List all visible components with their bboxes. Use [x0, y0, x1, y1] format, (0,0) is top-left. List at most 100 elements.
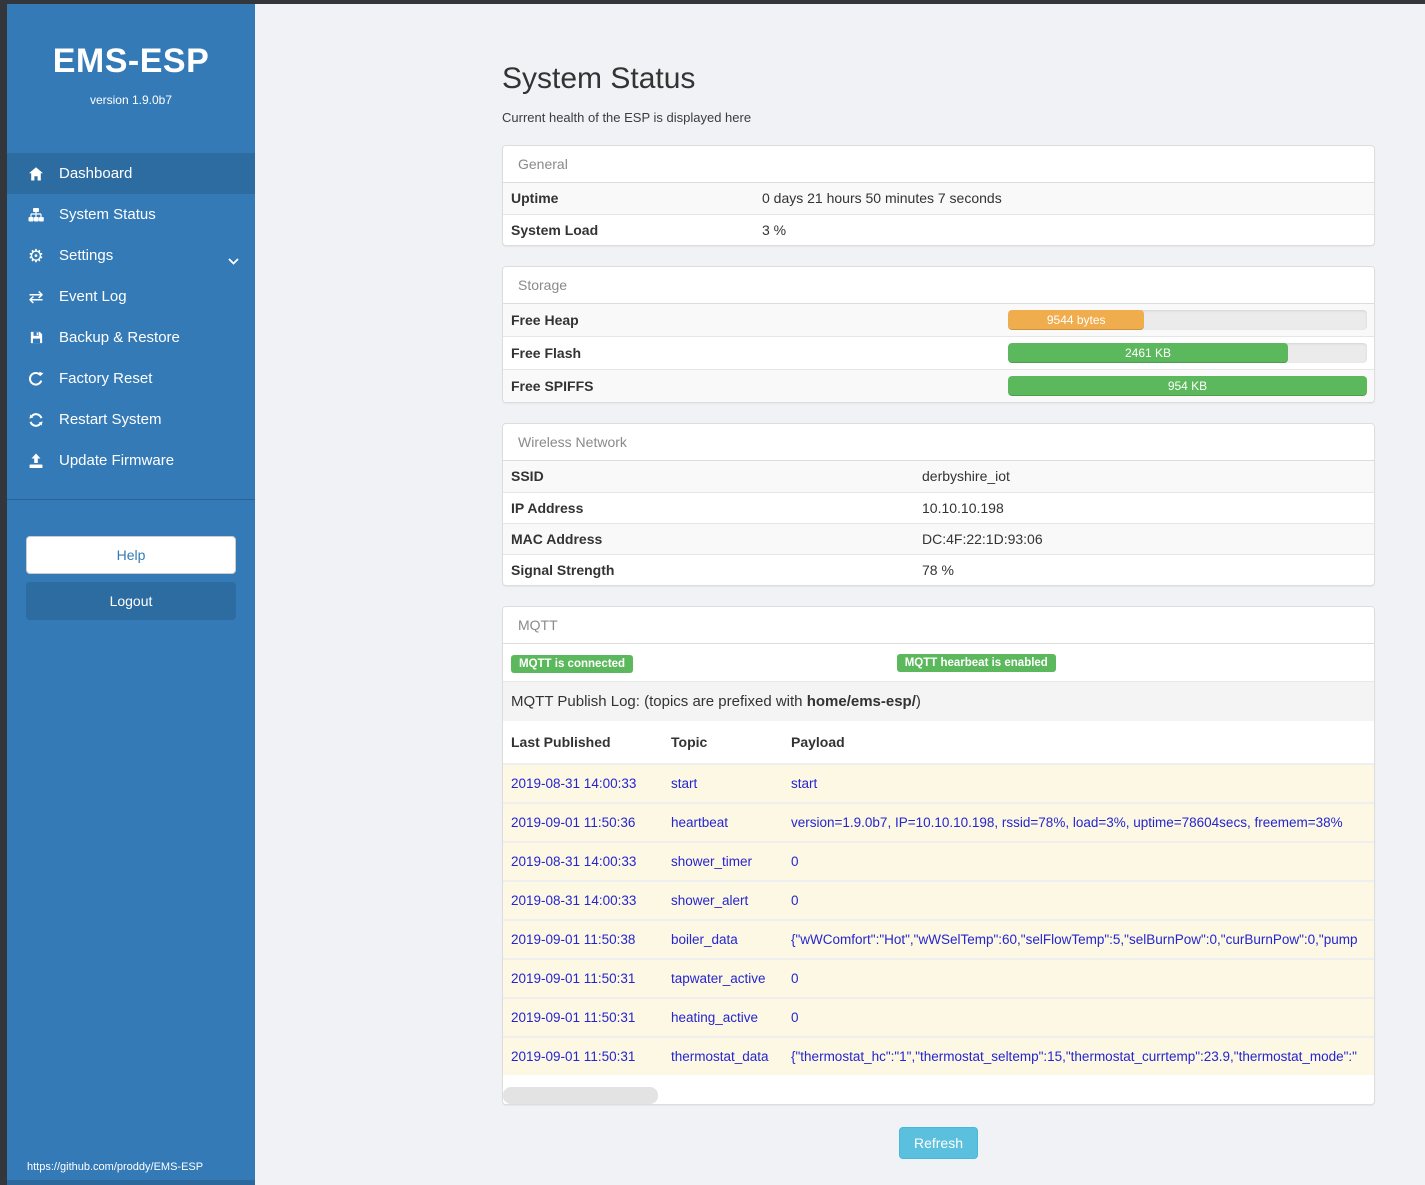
free-spiffs-cell: 954 KB	[1000, 369, 1374, 402]
free-heap-label: Free Heap	[503, 304, 1000, 337]
mqtt-log-table: Last Published Topic Payload 2019-08-31 …	[503, 721, 1374, 1075]
log-time: 2019-09-01 11:50:31	[503, 1036, 663, 1075]
publish-log-suffix: )	[915, 693, 921, 710]
signal-strength-value: 78 %	[914, 553, 1374, 585]
log-payload: start	[783, 763, 1374, 803]
mqtt-panel-header: MQTT	[503, 607, 1374, 644]
mqtt-heartbeat-badge: MQTT hearbeat is enabled	[896, 654, 1056, 672]
log-payload: 0	[783, 997, 1374, 1037]
log-time: 2019-09-01 11:50:38	[503, 919, 663, 959]
help-button[interactable]: Help	[26, 536, 236, 574]
sidebar-item-label: Restart System	[59, 411, 162, 428]
page-title: System Status	[502, 62, 696, 95]
log-payload: version=1.9.0b7, IP=10.10.10.198, rssid=…	[783, 802, 1374, 842]
horizontal-scrollbar[interactable]	[503, 1087, 1374, 1104]
exchange-glyph: ⇄	[28, 286, 44, 307]
table-row: 2019-09-01 11:50:38 boiler_data {"wWComf…	[503, 919, 1374, 959]
wireless-table: SSID derbyshire_iot IP Address 10.10.10.…	[503, 461, 1374, 585]
upload-icon	[25, 453, 47, 469]
log-payload: 0	[783, 841, 1374, 881]
log-topic: start	[663, 763, 783, 803]
sidebar-item-event-log[interactable]: ⇄ Event Log	[7, 276, 255, 317]
floppy-icon	[25, 330, 47, 345]
log-topic: thermostat_data	[663, 1036, 783, 1075]
log-topic: boiler_data	[663, 919, 783, 959]
free-heap-progress-bar: 9544 bytes	[1008, 310, 1145, 330]
log-payload: 0	[783, 880, 1374, 920]
sidebar: EMS-ESP version 1.9.0b7 Dashboard System…	[7, 4, 255, 1185]
storage-table: Free Heap 9544 bytes Free Flash 2461 KB	[503, 304, 1374, 402]
free-flash-progress-bar: 2461 KB	[1008, 343, 1289, 363]
exchange-icon: ⇄	[25, 286, 47, 307]
signal-strength-label: Signal Strength	[503, 553, 914, 585]
free-spiffs-progress-bar: 954 KB	[1008, 376, 1367, 396]
sidebar-bottom-strip	[7, 1180, 255, 1185]
log-time: 2019-08-31 14:00:33	[503, 763, 663, 803]
main-content: System Status Current health of the ESP …	[255, 4, 1425, 1185]
sidebar-item-label: Update Firmware	[59, 452, 175, 469]
table-row: Signal Strength 78 %	[503, 553, 1374, 585]
col-payload: Payload	[783, 721, 1374, 764]
sidebar-item-system-status[interactable]: System Status	[7, 194, 255, 235]
sidebar-item-dashboard[interactable]: Dashboard	[7, 153, 255, 194]
table-row: 2019-09-01 11:50:31 heating_active 0	[503, 997, 1374, 1037]
table-row: 2019-08-31 14:00:33 shower_timer 0	[503, 841, 1374, 881]
free-flash-cell: 2461 KB	[1000, 336, 1374, 370]
table-row: System Load 3 %	[503, 213, 1374, 245]
log-payload: {"wWComfort":"Hot","wWSelTemp":60,"selFl…	[783, 919, 1374, 959]
system-load-label: System Load	[503, 213, 754, 245]
page-subtitle: Current health of the ESP is displayed h…	[502, 110, 752, 125]
table-header-row: Last Published Topic Payload	[503, 721, 1374, 764]
sidebar-item-settings[interactable]: ⚙ Settings	[7, 235, 255, 276]
log-topic: heating_active	[663, 997, 783, 1037]
brand: EMS-ESP version 1.9.0b7	[7, 4, 255, 107]
table-row: Free Flash 2461 KB	[503, 336, 1374, 370]
sidebar-item-factory-reset[interactable]: Factory Reset	[7, 358, 255, 399]
sidebar-divider	[7, 499, 255, 500]
log-topic: heartbeat	[663, 802, 783, 842]
table-row: 2019-09-01 11:50:31 tapwater_active 0	[503, 958, 1374, 998]
sync-icon	[25, 412, 47, 428]
refresh-button[interactable]: Refresh	[898, 1127, 979, 1159]
free-spiffs-progress-track: 954 KB	[1008, 376, 1367, 396]
sidebar-item-label: Settings	[59, 247, 114, 264]
general-table: Uptime 0 days 21 hours 50 minutes 7 seco…	[503, 183, 1374, 245]
sidebar-item-label: System Status	[59, 206, 156, 223]
sidebar-item-restart-system[interactable]: Restart System	[7, 399, 255, 440]
mac-address-value: DC:4F:22:1D:93:06	[914, 522, 1374, 554]
logout-button[interactable]: Logout	[26, 582, 236, 620]
table-row: 2019-08-31 14:00:33 shower_alert 0	[503, 880, 1374, 920]
storage-panel-header: Storage	[503, 267, 1374, 304]
gear-icon: ⚙	[25, 247, 47, 265]
mqtt-connected-badge: MQTT is connected	[511, 655, 634, 673]
app-title: EMS-ESP	[52, 42, 210, 80]
table-row: SSID derbyshire_iot	[503, 461, 1374, 492]
github-link[interactable]: https://github.com/proddy/EMS-ESP	[27, 1161, 204, 1173]
ssid-label: SSID	[503, 461, 914, 492]
sidebar-item-label: Backup & Restore	[59, 329, 180, 346]
table-row: Free SPIFFS 954 KB	[503, 369, 1374, 402]
refresh-icon	[25, 371, 47, 387]
log-time: 2019-09-01 11:50:31	[503, 958, 663, 998]
table-row: Free Heap 9544 bytes	[503, 304, 1374, 337]
ip-address-value: 10.10.10.198	[914, 491, 1374, 523]
free-heap-progress-track: 9544 bytes	[1008, 310, 1367, 330]
mqtt-publish-log-title: MQTT Publish Log: (topics are prefixed w…	[503, 681, 1374, 721]
wireless-panel-header: Wireless Network	[503, 424, 1374, 461]
log-time: 2019-08-31 14:00:33	[503, 880, 663, 920]
sidebar-item-update-firmware[interactable]: Update Firmware	[7, 440, 255, 481]
free-flash-label: Free Flash	[503, 336, 1000, 370]
publish-log-prefix: MQTT Publish Log: (topics are prefixed w…	[511, 693, 807, 710]
sidebar-item-backup-restore[interactable]: Backup & Restore	[7, 317, 255, 358]
table-row: IP Address 10.10.10.198	[503, 491, 1374, 523]
free-spiffs-label: Free SPIFFS	[503, 369, 1000, 402]
sidebar-item-label: Dashboard	[59, 165, 133, 182]
mqtt-panel: MQTT MQTT is connected MQTT hearbeat is …	[502, 606, 1375, 1105]
mac-address-label: MAC Address	[503, 522, 914, 554]
log-time: 2019-08-31 14:00:33	[503, 841, 663, 881]
sitemap-icon	[25, 207, 47, 223]
log-topic: shower_alert	[663, 880, 783, 920]
scrollbar-thumb[interactable]	[503, 1087, 658, 1104]
uptime-label: Uptime	[503, 183, 754, 214]
mqtt-log-scroll-area[interactable]: Last Published Topic Payload 2019-08-31 …	[503, 721, 1374, 1075]
